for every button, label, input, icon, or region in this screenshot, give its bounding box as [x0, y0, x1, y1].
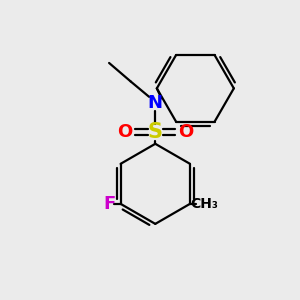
Text: F: F	[104, 195, 116, 213]
Text: N: N	[148, 94, 163, 112]
Text: O: O	[178, 123, 194, 141]
Text: CH₃: CH₃	[190, 197, 218, 211]
Text: S: S	[148, 122, 163, 142]
Text: O: O	[117, 123, 132, 141]
